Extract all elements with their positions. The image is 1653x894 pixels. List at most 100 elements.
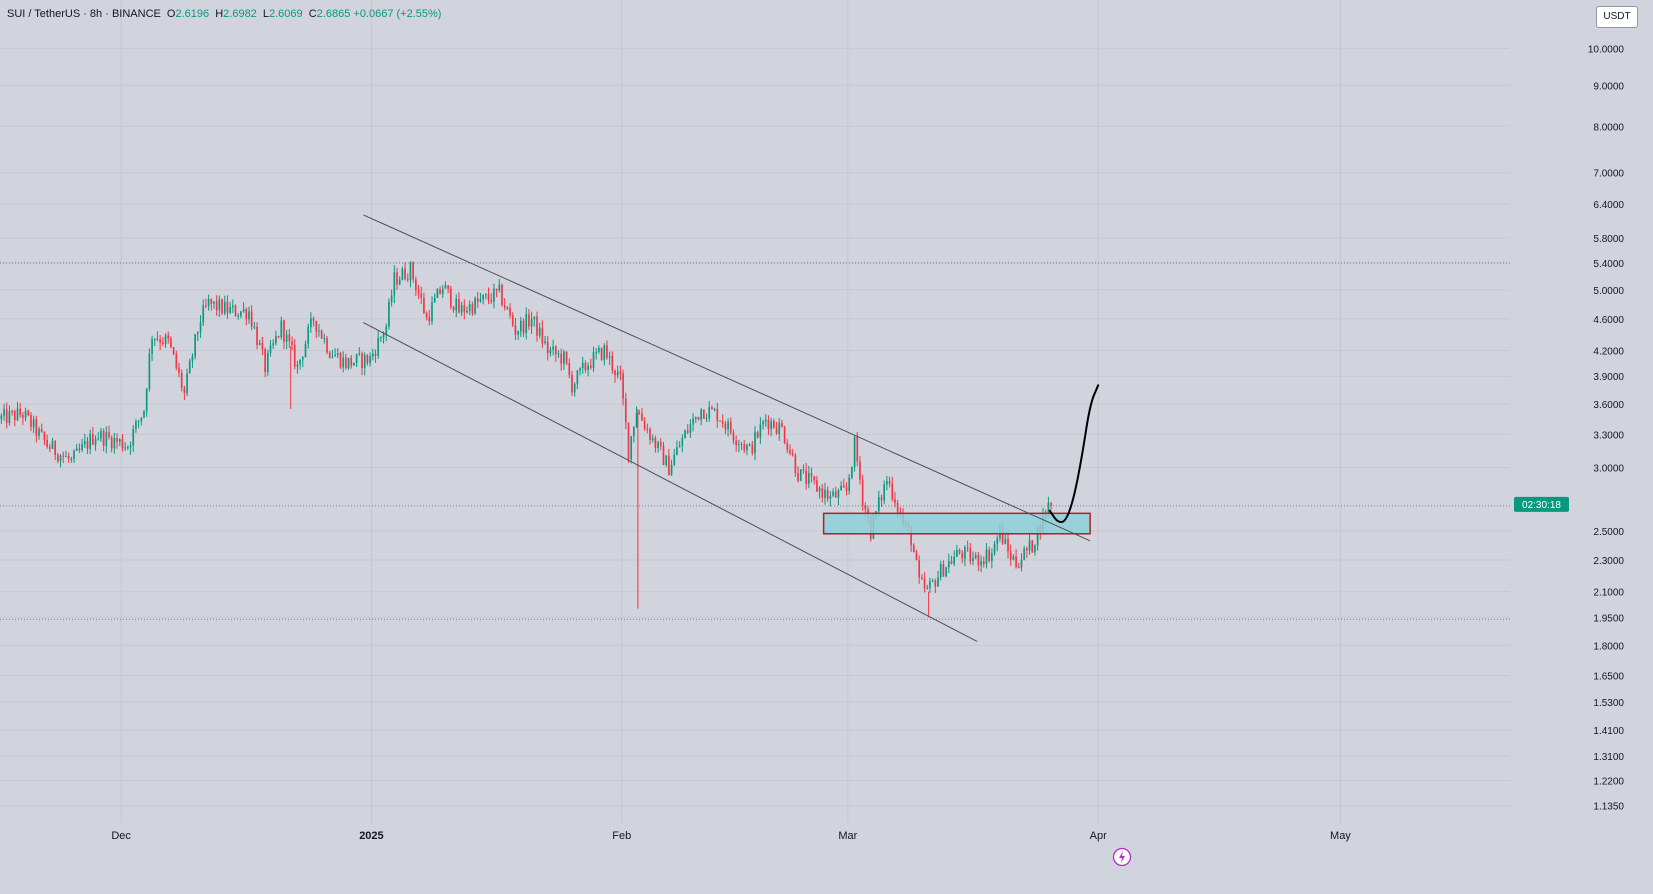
candle-body bbox=[382, 334, 385, 338]
candle-body bbox=[506, 307, 509, 309]
candle-body bbox=[371, 353, 374, 357]
candle-body bbox=[587, 365, 589, 370]
y-tick-label: 5.8000 bbox=[1593, 234, 1624, 245]
candle-body bbox=[735, 440, 737, 445]
candle-body bbox=[1001, 525, 1004, 544]
candle-body bbox=[584, 362, 587, 370]
y-tick-label: 4.6000 bbox=[1593, 315, 1624, 326]
candle-body bbox=[19, 408, 22, 415]
candle-body bbox=[759, 424, 762, 438]
candle-body bbox=[280, 320, 283, 338]
candle-body bbox=[673, 454, 676, 465]
candle-body bbox=[546, 341, 549, 354]
candle-body bbox=[89, 434, 92, 449]
countdown-label: 02:30:18 bbox=[1522, 500, 1561, 511]
candle-body bbox=[293, 344, 296, 367]
candle-body bbox=[40, 428, 43, 432]
plot-area bbox=[0, 0, 1510, 823]
candle-body bbox=[883, 484, 886, 501]
candle-body bbox=[83, 441, 86, 445]
candle-body bbox=[912, 544, 915, 553]
candle-body bbox=[62, 455, 65, 457]
candle-body bbox=[533, 316, 536, 320]
candle-body bbox=[458, 298, 460, 313]
candle-body bbox=[463, 305, 466, 313]
candle-body bbox=[331, 356, 334, 358]
candle-body bbox=[291, 341, 293, 345]
y-tick-label: 1.8000 bbox=[1593, 641, 1624, 652]
candle-body bbox=[517, 331, 519, 335]
candle-body bbox=[778, 422, 781, 434]
y-tick-label: 3.3000 bbox=[1593, 430, 1624, 441]
candle-body bbox=[775, 427, 778, 434]
candle-body bbox=[13, 411, 16, 421]
candle-body bbox=[929, 581, 931, 589]
candle-body bbox=[363, 354, 366, 368]
candle-body bbox=[116, 438, 118, 442]
candle-body bbox=[619, 371, 622, 374]
candle-body bbox=[140, 417, 143, 421]
candle-body bbox=[81, 444, 83, 450]
y-tick-label: 9.0000 bbox=[1593, 81, 1624, 92]
candle-body bbox=[684, 430, 686, 439]
candle-body bbox=[579, 368, 581, 371]
candle-body bbox=[264, 348, 266, 373]
low-label: L bbox=[262, 8, 269, 20]
candle-body bbox=[339, 353, 342, 368]
high-value: 2.6982 bbox=[223, 8, 257, 20]
candle-body bbox=[1012, 556, 1015, 560]
y-tick-label: 4.2000 bbox=[1593, 346, 1624, 357]
candle-body bbox=[982, 561, 985, 565]
candle-body bbox=[1015, 556, 1017, 567]
candle-body bbox=[86, 441, 89, 449]
candle-body bbox=[151, 339, 153, 354]
candle-body bbox=[536, 316, 538, 336]
candle-body bbox=[323, 338, 326, 340]
candle-body bbox=[713, 408, 716, 410]
candle-body bbox=[188, 360, 191, 374]
candle-body bbox=[708, 407, 711, 418]
candle-body bbox=[600, 348, 603, 360]
time-axis-panel bbox=[0, 823, 1510, 894]
currency-button[interactable]: USDT bbox=[1596, 6, 1638, 28]
open-label: O bbox=[166, 8, 176, 20]
candle-body bbox=[896, 502, 899, 512]
candle-body bbox=[48, 446, 51, 449]
candle-body bbox=[121, 439, 124, 449]
candle-body bbox=[859, 461, 861, 480]
candle-body bbox=[124, 447, 126, 449]
candle-body bbox=[439, 289, 441, 294]
candle-body bbox=[595, 352, 598, 354]
candle-body bbox=[608, 356, 611, 358]
candle-body bbox=[571, 374, 573, 393]
low-value: 2.6069 bbox=[269, 8, 303, 20]
candle-body bbox=[598, 348, 600, 353]
candle-body bbox=[589, 365, 592, 368]
candle-body bbox=[221, 299, 223, 314]
candle-body bbox=[732, 432, 735, 441]
candle-body bbox=[697, 416, 700, 420]
projection-curve bbox=[1048, 384, 1100, 524]
candle-body bbox=[805, 470, 807, 484]
candle-body bbox=[388, 302, 390, 327]
candle-body bbox=[807, 473, 810, 484]
candle-body bbox=[423, 298, 425, 314]
candle-body bbox=[137, 420, 140, 422]
candle-body bbox=[242, 309, 245, 312]
candle-body bbox=[923, 579, 926, 589]
candle-body bbox=[939, 564, 942, 578]
candle-body bbox=[1028, 540, 1031, 551]
candle-body bbox=[756, 432, 759, 438]
candle-body bbox=[692, 418, 694, 425]
candle-body bbox=[377, 337, 380, 356]
candle-body bbox=[886, 480, 888, 485]
candle-body bbox=[996, 538, 999, 544]
candle-body bbox=[633, 427, 635, 437]
lightning-icon[interactable] bbox=[1112, 847, 1132, 867]
candle-body bbox=[460, 305, 463, 313]
candle-body bbox=[743, 444, 746, 451]
candle-body bbox=[748, 444, 751, 446]
candle-body bbox=[972, 558, 974, 562]
